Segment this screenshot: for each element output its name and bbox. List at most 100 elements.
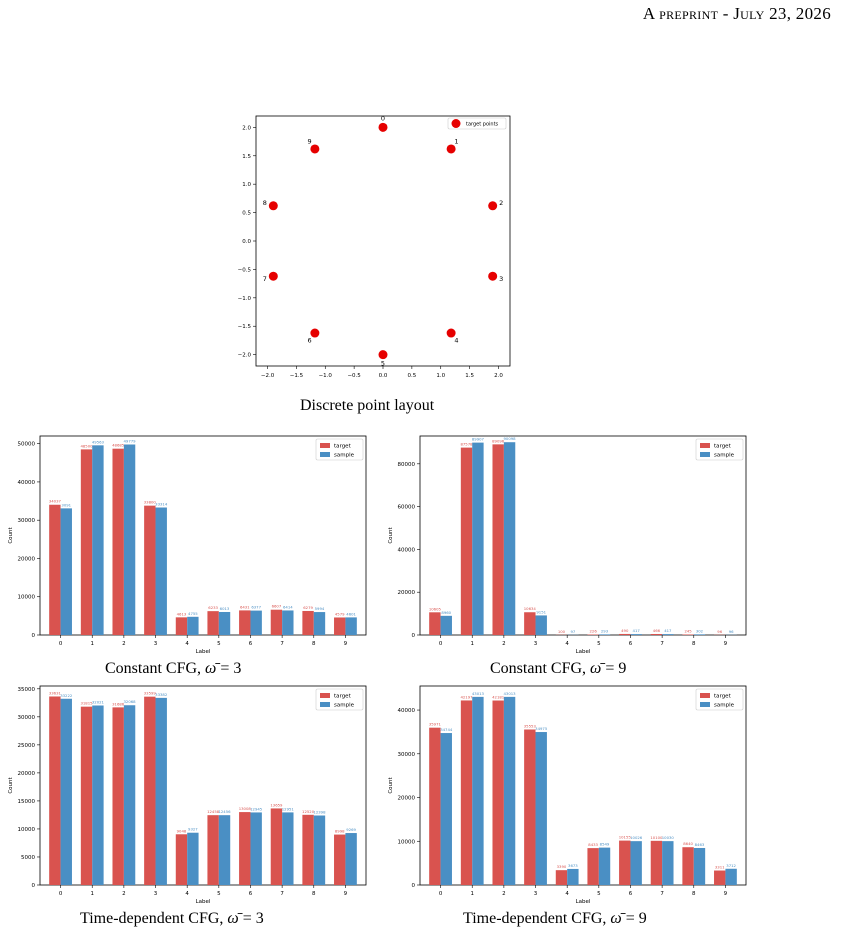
bar-sample (472, 442, 484, 635)
header-letter: A (642, 4, 655, 23)
bar-value-label: 10155 (619, 835, 632, 840)
x-tick-label: 3 (534, 641, 538, 647)
chart0-caption: Constant CFG, ω̄ = 3 (105, 660, 241, 678)
bar-value-label: 100 (558, 629, 566, 634)
bar-sample (693, 847, 706, 885)
legend-marker (451, 119, 461, 128)
bar-value-label: 13659 (270, 802, 283, 807)
target-point (446, 328, 456, 338)
x-tick-label: 0.0 (379, 373, 388, 379)
legend-swatch (700, 693, 710, 698)
chart0-caption-text: Constant CFG, (105, 660, 206, 677)
y-tick-label: 10000 (398, 839, 416, 845)
x-tick-label: 6 (249, 891, 253, 897)
bar-value-label: 34037 (49, 499, 62, 504)
point-label: 6 (308, 336, 312, 344)
bar-target (492, 700, 504, 885)
bar-value-label: 42197 (460, 694, 473, 699)
point-label: 4 (454, 336, 458, 344)
bar-value-label: 12945 (250, 806, 263, 811)
y-tick-label: 60000 (398, 505, 416, 511)
bar-target (302, 814, 314, 885)
bar-value-label: 31686 (112, 701, 125, 706)
x-tick-label: 0 (439, 891, 443, 897)
x-tick-label: 7 (280, 641, 284, 647)
target-point (488, 271, 498, 281)
bar-value-label: 10100 (650, 835, 663, 840)
y-tick-label: 20000 (398, 796, 416, 802)
x-tick-label: 7 (660, 891, 664, 897)
x-tick-label: 5 (217, 891, 221, 897)
x-axis-label: Label (196, 649, 211, 655)
bar-value-label: 49779 (124, 438, 137, 443)
bar-sample (250, 812, 262, 885)
bar-sample (250, 610, 262, 635)
x-tick-label: 7 (280, 891, 284, 897)
bar-value-label: 10605 (429, 606, 442, 611)
y-tick-label: 0.5 (242, 211, 251, 217)
bar-value-label: 12520 (302, 809, 315, 814)
bar-sample (440, 615, 452, 635)
point-label: 5 (381, 360, 385, 368)
y-tick-label: 0 (412, 633, 416, 639)
bar-value-label: 48500 (80, 443, 93, 448)
bar-target (650, 840, 663, 885)
legend-swatch (320, 693, 330, 698)
bar-value-label: 3673 (568, 863, 578, 868)
bar-sample (630, 841, 642, 885)
bar-value-label: 302 (696, 628, 704, 633)
bar-target (429, 727, 441, 885)
bar-value-label: 6431 (240, 604, 250, 609)
x-tick-label: 1 (90, 641, 94, 647)
omega-bar-symbol: ω̄ (610, 910, 622, 927)
y-tick-label: 20000 (398, 590, 416, 596)
bar-value-label: 4613 (177, 611, 187, 616)
y-tick-label: 0 (412, 883, 416, 889)
bar-sample (155, 697, 167, 885)
x-tick-label: 1 (90, 891, 94, 897)
point-label: 7 (263, 275, 267, 283)
y-axis-label: Count (8, 526, 14, 543)
legend-label: target (714, 444, 732, 450)
bar-value-label: 10030 (662, 835, 675, 840)
x-tick-label: 2.0 (494, 373, 503, 379)
x-tick-label: 6 (629, 641, 633, 647)
bar-sample (535, 732, 547, 885)
y-tick-label: −1.0 (238, 296, 252, 302)
bar-sample (725, 868, 737, 885)
target-point (488, 201, 498, 211)
y-axis-label: Count (388, 526, 394, 543)
bar-chart-time-dependent-9: 010000200003000040000CountLabel035971347… (388, 685, 747, 905)
chart3-caption-eq: = 9 (625, 910, 647, 927)
x-tick-label: 8 (692, 891, 696, 897)
bar-value-label: 6377 (251, 605, 261, 610)
x-tick-label: 8 (692, 641, 696, 647)
bar-target (524, 612, 536, 635)
y-tick-label: 20000 (18, 556, 36, 562)
bar-sample (155, 507, 167, 635)
y-tick-label: 20000 (18, 771, 36, 777)
bar-target (302, 610, 314, 635)
bar-target (80, 449, 93, 635)
chart3-caption-text: Time-dependent CFG, (463, 910, 611, 927)
x-tick-label: 5 (597, 891, 601, 897)
plot-frame (39, 685, 367, 886)
bar-value-label: 96 (717, 629, 722, 634)
bar-value-label: 4601 (346, 611, 356, 616)
bar-value-label: 42181 (492, 695, 505, 700)
bar-sample (440, 733, 452, 885)
bar-value-label: 5994 (315, 606, 325, 611)
x-tick-label: 1.0 (436, 373, 445, 379)
x-tick-label: 1 (470, 641, 474, 647)
bar-target (239, 812, 251, 885)
y-tick-label: 0 (32, 883, 36, 889)
y-tick-label: −2.0 (238, 353, 252, 359)
bar-target (334, 617, 346, 635)
x-tick-label: 3 (534, 891, 538, 897)
legend-label: target (334, 694, 352, 700)
bar-value-label: 34744 (440, 727, 453, 732)
point-label: 3 (499, 275, 503, 283)
bar-sample (503, 696, 516, 885)
bar-value-label: 12398 (313, 810, 326, 815)
bar-value-label: 9048 (177, 828, 187, 833)
